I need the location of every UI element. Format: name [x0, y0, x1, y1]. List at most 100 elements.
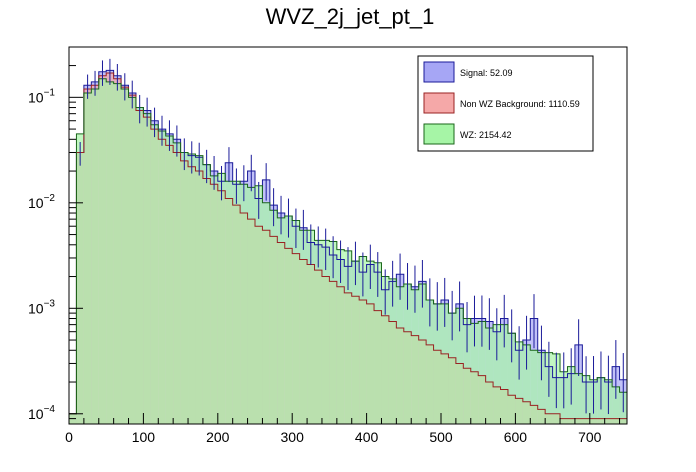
series-2-bar — [284, 215, 293, 424]
y-tick-base: 10 — [28, 195, 44, 211]
series-2-bar — [381, 276, 389, 424]
series-2-bar — [396, 286, 404, 424]
x-tick-label: 700 — [578, 429, 602, 445]
series-2-bar — [433, 303, 441, 424]
series-2-bar — [128, 97, 136, 424]
series-2-bar — [91, 88, 99, 424]
series-2-bar — [255, 185, 263, 424]
plot-area — [69, 58, 627, 424]
series-2-bar — [418, 283, 427, 424]
series-2-bar — [314, 240, 322, 424]
series-2-bar — [121, 88, 129, 424]
series-2-bar — [522, 344, 531, 424]
series-2-bar — [262, 202, 270, 424]
y-tick-exponent: −1 — [44, 87, 56, 98]
series-2-bar — [83, 92, 92, 424]
series-2-bar — [113, 83, 122, 424]
series-2-bar — [165, 135, 174, 424]
series-2-bar — [202, 164, 211, 424]
series-2-bar — [135, 107, 144, 424]
series-2-bar — [351, 261, 360, 424]
series-2-bar — [232, 181, 241, 424]
x-tick-label: 100 — [132, 429, 156, 445]
series-2-bar — [329, 241, 337, 424]
legend-swatch-0 — [423, 61, 455, 83]
series-2-bar — [448, 313, 456, 424]
y-tick-label: 10−3 — [28, 298, 55, 316]
legend-swatch-1 — [423, 92, 455, 114]
y-tick-exponent: −2 — [44, 193, 56, 204]
series-2-bar — [292, 220, 300, 424]
series-2-bar — [269, 210, 278, 424]
y-tick-base: 10 — [28, 89, 44, 105]
legend: Signal: 52.09 Non WZ Background: 1110.59 W… — [417, 55, 594, 152]
tick-marks — [68, 65, 621, 425]
series-2-bar — [277, 217, 285, 424]
series-2-bar — [98, 78, 107, 424]
histogram-bins — [69, 58, 627, 424]
series-2-bar — [574, 373, 583, 424]
series-2-bar — [180, 152, 189, 424]
series-2-bar — [507, 333, 516, 424]
series-2-bar — [225, 181, 233, 424]
series-2-bar — [359, 256, 367, 424]
legend-swatch-2 — [423, 123, 455, 145]
y-tick-exponent: −3 — [44, 298, 56, 309]
series-2-bar — [143, 113, 151, 424]
series-2-bar — [307, 230, 315, 424]
series-2-bar — [374, 262, 382, 424]
series-2-bar — [321, 240, 330, 424]
series-2-bar — [441, 303, 449, 424]
x-tick-label: 300 — [281, 429, 305, 445]
error-bars — [79, 58, 624, 415]
series-2-bar — [388, 278, 397, 424]
series-2-bar — [210, 175, 218, 424]
series-2-bar — [173, 142, 181, 424]
series-1-outline — [69, 72, 627, 424]
series-2-bar — [299, 230, 308, 424]
x-tick-label: 400 — [355, 429, 379, 445]
legend-label-1: Non WZ Background: 1110.59 — [460, 99, 580, 109]
series-2-bar — [612, 386, 620, 424]
series-2-bars — [69, 78, 627, 424]
series-2-bar — [493, 324, 501, 424]
x-tick-label: 0 — [65, 429, 73, 445]
series-2-bar — [455, 308, 464, 424]
plot-frame — [68, 46, 628, 425]
series-2-bar — [188, 154, 196, 424]
y-tick-label: 10−1 — [28, 87, 55, 105]
series-2-bar — [500, 324, 508, 424]
x-tick-label: 200 — [206, 429, 230, 445]
series-2-bar — [411, 289, 419, 424]
series-2-bar — [463, 318, 471, 424]
series-2-bar — [247, 187, 255, 424]
y-tick-label: 10−4 — [28, 404, 55, 422]
series-2-bar — [106, 81, 114, 424]
series-2-bar — [470, 323, 479, 424]
legend-label-0: Signal: 52.09 — [460, 68, 513, 78]
series-2-bar — [485, 328, 494, 424]
series-2-bar — [150, 124, 159, 424]
series-2-bar — [76, 133, 84, 424]
series-2-bar — [195, 155, 203, 424]
series-2-bar — [217, 173, 226, 424]
series-2-bar — [366, 261, 375, 424]
series-2-bar — [158, 130, 166, 424]
y-tick-exponent: −4 — [44, 404, 56, 415]
y-tick-label: 10−2 — [28, 193, 55, 211]
legend-label-2: WZ: 2154.42 — [460, 130, 512, 140]
series-2-bar — [537, 352, 546, 424]
series-2-bar — [403, 283, 412, 424]
x-tick-label: 500 — [429, 429, 453, 445]
y-tick-base: 10 — [28, 300, 44, 316]
chart-title: WVZ_2j_jet_pt_1 — [266, 4, 435, 29]
series-2-bar — [336, 249, 345, 424]
x-tick-label: 600 — [504, 429, 528, 445]
series-2-bar — [515, 341, 523, 424]
series-2-bar — [344, 250, 352, 424]
series-2-bar — [426, 299, 434, 424]
series-2-bar — [530, 350, 538, 424]
y-tick-base: 10 — [28, 406, 44, 422]
